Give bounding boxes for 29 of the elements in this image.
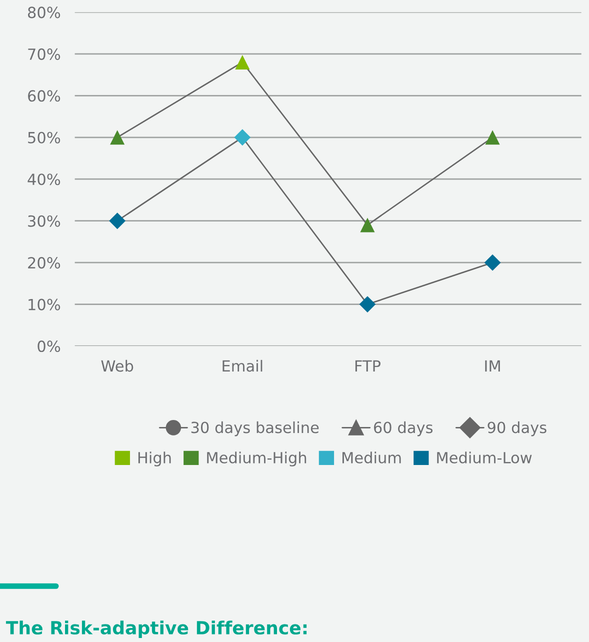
point (360, 218, 375, 232)
text: The Risk-adaptive Difference: (6, 620, 307, 638)
legend-label: High (138, 452, 171, 466)
point (110, 130, 125, 145)
point (485, 130, 500, 145)
legend-label: Medium-Low (437, 452, 532, 464)
legend-label: Medium (342, 452, 401, 464)
y-tick-label: 30% (28, 215, 60, 227)
y-tick-label: 50% (28, 132, 60, 144)
y-tick-label: 80% (28, 6, 60, 18)
y-tick-label: 40% (28, 174, 60, 186)
y-tick-label: 0% (38, 340, 60, 352)
point (484, 254, 501, 271)
x-tick-label: Email (222, 360, 262, 372)
x-tick-label: Web (101, 360, 134, 372)
y-tick-label: 70% (28, 48, 60, 60)
point (109, 212, 126, 230)
legend-label: Medium-High (207, 452, 306, 466)
legend-label: 90 days (488, 421, 546, 436)
point (234, 129, 251, 146)
legend-label: 30 days baseline (191, 421, 319, 436)
legend-label: 60 days (374, 421, 433, 436)
y-tick-label: 60% (28, 90, 60, 102)
x-tick-label: FTP (355, 360, 380, 372)
point (359, 296, 376, 313)
y-tick-label: 20% (28, 257, 60, 269)
x-tick-label: IM (485, 360, 500, 372)
point (235, 54, 250, 70)
y-tick-label: 10% (28, 298, 60, 310)
